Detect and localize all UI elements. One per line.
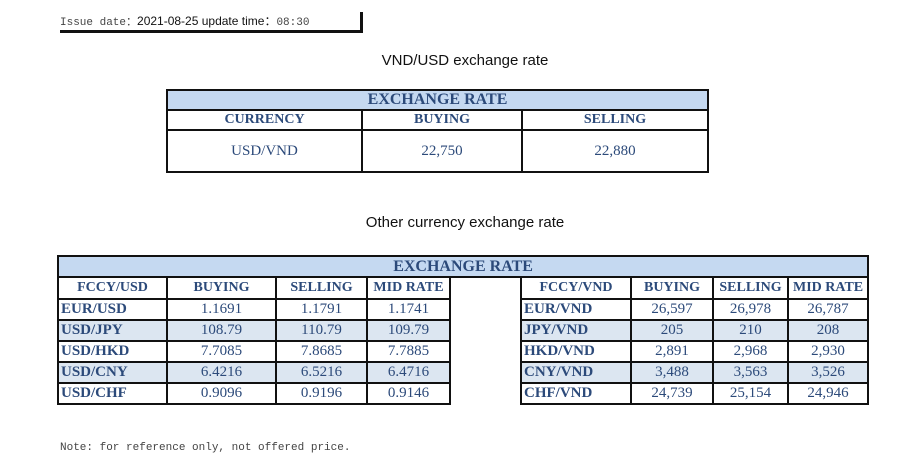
footnote: Note: for reference only, not offered pr… <box>60 442 351 454</box>
cell: 7.7885 <box>366 340 451 363</box>
cell: 24,739 <box>630 382 714 405</box>
cell: 210 <box>712 319 789 342</box>
issue-date: 2021-08-25 <box>137 14 199 28</box>
column-header: MID RATE <box>786 276 870 300</box>
spacer <box>449 277 522 404</box>
column-header: FCCY/VND <box>520 276 632 300</box>
cell: EUR/USD <box>57 298 168 321</box>
other-rates-table: EXCHANGE RATE FCCY/USD BUYING SELLING MID R… <box>56 255 870 405</box>
cell: 2,930 <box>786 340 870 363</box>
cell: 1.1791 <box>275 298 368 321</box>
cell: 24,946 <box>786 382 870 405</box>
cell: USD/CNY <box>57 361 168 384</box>
column-header: FCCY/USD <box>57 276 168 300</box>
table-row: EUR/USD 1.1691 1.1791 1.1741 EUR/VND 26,597 26… <box>57 298 870 321</box>
table-row: USD/VND 22,750 22,880 <box>166 129 710 173</box>
table-row: USD/JPY 108.79 110.79 109.79 JPY/VND 205 210 20… <box>57 319 870 342</box>
cell: 3,488 <box>630 361 714 384</box>
cell: CNY/VND <box>520 361 632 384</box>
column-header: BUYING <box>630 276 714 300</box>
cell: 25,154 <box>712 382 789 405</box>
cell: 0.9196 <box>275 382 368 405</box>
cell: 22,750 <box>361 129 523 173</box>
update-time-label: update time： <box>198 14 277 28</box>
cell: USD/CHF <box>57 382 168 405</box>
cell: 3,563 <box>712 361 789 384</box>
cell: USD/VND <box>166 129 363 173</box>
table-row: USD/HKD 7.7085 7.8685 7.7885 HKD/VND 2,891 2,9… <box>57 340 870 363</box>
cell: 7.8685 <box>275 340 368 363</box>
column-header: BUYING <box>166 276 277 300</box>
cell: 26,597 <box>630 298 714 321</box>
cell: 1.1741 <box>366 298 451 321</box>
cell: 0.9146 <box>366 382 451 405</box>
cell: 208 <box>786 319 870 342</box>
cell: 108.79 <box>166 319 277 342</box>
cell: 3,526 <box>786 361 870 384</box>
cell: USD/HKD <box>57 340 168 363</box>
column-header: SELLING <box>275 276 368 300</box>
cell: 0.9096 <box>166 382 277 405</box>
cell: 26,787 <box>786 298 870 321</box>
cell: 2,968 <box>712 340 789 363</box>
cell: 22,880 <box>520 129 710 173</box>
cell: 7.7085 <box>166 340 277 363</box>
update-time: 08:30 <box>276 17 310 29</box>
other-heading: Other currency exchange rate <box>365 214 565 231</box>
column-header: SELLING <box>520 109 710 131</box>
cell: HKD/VND <box>520 340 632 363</box>
cell: 6.4716 <box>366 361 451 384</box>
cell: 6.4216 <box>166 361 277 384</box>
issue-info: Issue date：2021-08-25 update time：08:30 <box>60 12 363 33</box>
table-row: USD/CHF 0.9096 0.9196 0.9146 CHF/VND 24,739 25… <box>57 382 870 405</box>
cell: CHF/VND <box>520 382 632 405</box>
cell: 109.79 <box>366 319 451 342</box>
cell: JPY/VND <box>520 319 632 342</box>
vnd-usd-heading: VND/USD exchange rate <box>381 52 549 69</box>
cell: 2,891 <box>630 340 714 363</box>
cell: 26,978 <box>712 298 789 321</box>
cell: 110.79 <box>275 319 368 342</box>
cell: 205 <box>630 319 714 342</box>
column-header: CURRENCY <box>166 109 363 131</box>
column-header: SELLING <box>712 276 789 300</box>
cell: EUR/VND <box>520 298 632 321</box>
issue-date-label: Issue date： <box>60 17 138 29</box>
column-header: MID RATE <box>366 276 451 300</box>
cell: 6.5216 <box>275 361 368 384</box>
cell: USD/JPY <box>57 319 168 342</box>
cell: 1.1691 <box>166 298 277 321</box>
vnd-usd-table: EXCHANGE RATE CURRENCY BUYING SELLING USD/… <box>165 89 710 173</box>
table-title: EXCHANGE RATE <box>56 255 870 278</box>
table-title: EXCHANGE RATE <box>165 89 710 111</box>
column-header: BUYING <box>361 109 523 131</box>
table-row: USD/CNY 6.4216 6.5216 6.4716 CNY/VND 3,488 3,5… <box>57 361 870 384</box>
